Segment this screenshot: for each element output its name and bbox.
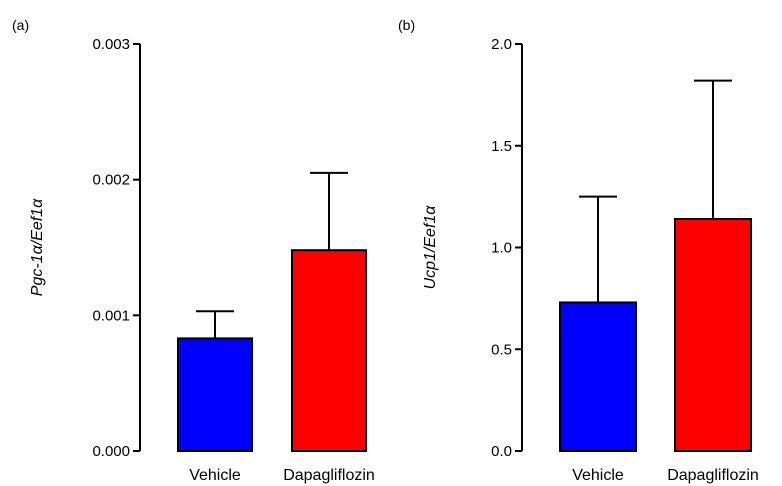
chart-panel-b: (b) 0.0 0.5 1.0 1.5 2.0 Ucp1/Eef1α Vehicle Dapag… [398,17,759,484]
y-tick-label: 0.001 [92,307,130,324]
y-tick-label: 0.002 [92,172,130,189]
chart-panel-a: (a) 0.000 0.001 0.002 0.003 Pgc-1α/Eef1α Vehic… [12,17,375,484]
bar-dapagliflozin [674,218,752,452]
y-tick-label: 1.5 [491,138,512,155]
x-category-label: Dapagliflozin [283,467,375,484]
x-category-label: Dapagliflozin [667,467,759,484]
y-tick-label: 0.000 [92,443,130,460]
y-axis-title: Ucp1/Eef1α [422,205,439,290]
y-tick-label: 1.0 [491,240,512,257]
y-axis-title: Pgc-1α/Eef1α [29,198,46,296]
bar-vehicle [177,337,253,452]
bar-vehicle [559,301,637,452]
panel-label: (b) [398,17,415,33]
y-tick-label: 0.003 [92,36,130,53]
y-tick-label: 2.0 [491,36,512,53]
x-category-label: Vehicle [572,467,624,484]
x-category-label: Vehicle [189,467,241,484]
bar-dapagliflozin [291,249,367,452]
panel-label: (a) [12,17,29,33]
y-tick-label: 0.0 [491,443,512,460]
y-tick-label: 0.5 [491,341,512,358]
